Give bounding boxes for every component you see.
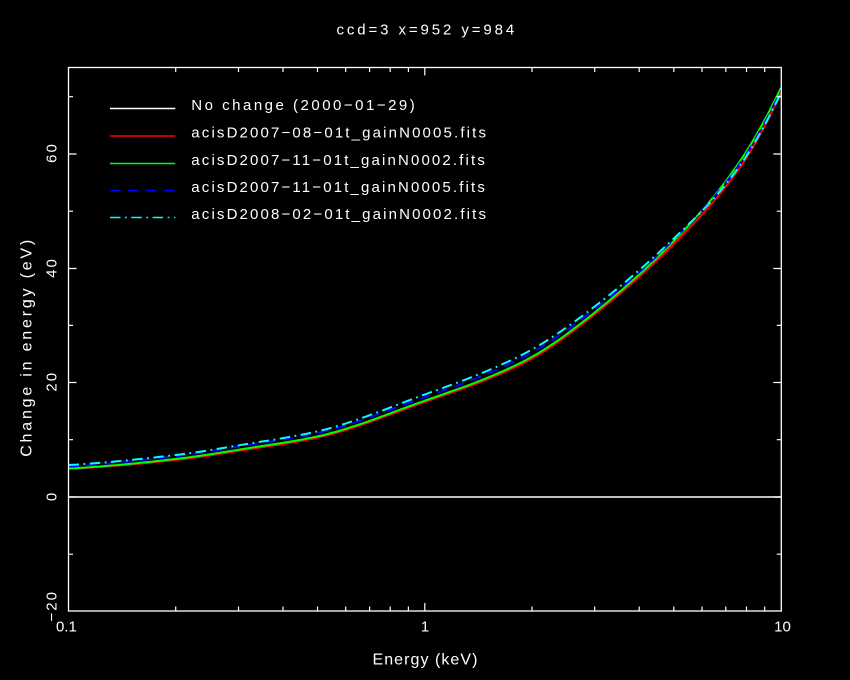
- svg-text:Change in energy (eV): Change in energy (eV): [18, 237, 35, 457]
- svg-text:1: 1: [421, 618, 429, 635]
- svg-text:Energy (keV): Energy (keV): [373, 652, 479, 669]
- svg-text:acisD2007−08−01t_gainN0005.fit: acisD2007−08−01t_gainN0005.fits: [191, 125, 488, 142]
- svg-text:ccd=3 x=952 y=984: ccd=3 x=952 y=984: [336, 21, 517, 38]
- svg-text:20: 20: [43, 371, 60, 392]
- svg-text:0.1: 0.1: [56, 618, 77, 635]
- svg-text:0: 0: [43, 491, 60, 501]
- svg-text:60: 60: [43, 142, 60, 163]
- svg-text:No change (2000−01−29): No change (2000−01−29): [191, 97, 417, 114]
- svg-text:−20: −20: [43, 590, 60, 621]
- svg-text:40: 40: [43, 257, 60, 278]
- svg-text:acisD2007−11−01t_gainN0002.fit: acisD2007−11−01t_gainN0002.fits: [191, 152, 487, 169]
- svg-text:acisD2007−11−01t_gainN0005.fit: acisD2007−11−01t_gainN0005.fits: [191, 179, 487, 196]
- svg-text:acisD2008−02−01t_gainN0002.fit: acisD2008−02−01t_gainN0002.fits: [191, 206, 488, 223]
- svg-text:10: 10: [774, 619, 791, 636]
